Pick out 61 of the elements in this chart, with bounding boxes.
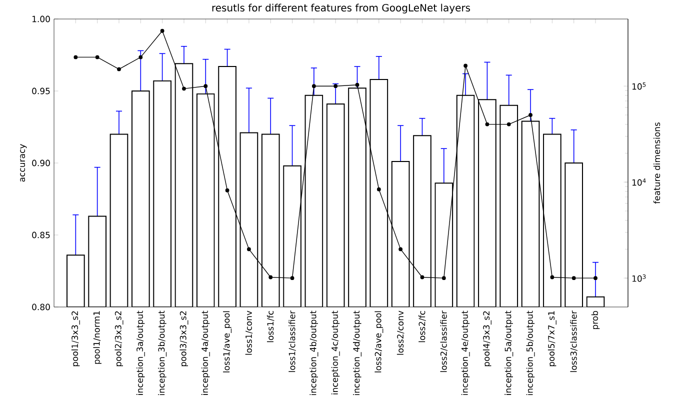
y-tick-label: 0.80 bbox=[32, 304, 50, 310]
point bbox=[442, 276, 446, 280]
y2-axis-title: feature dimensions bbox=[653, 122, 660, 204]
y-tick-label: 0.90 bbox=[32, 160, 50, 166]
x-tick-label: pool2/3x3_s2 bbox=[114, 311, 124, 366]
x-tick-label: pool4/3x3_s2 bbox=[482, 311, 492, 366]
x-tick-label: pool1/3x3_s2 bbox=[71, 311, 80, 366]
x-tick-label: inception_3b/output bbox=[158, 310, 167, 395]
x-tick-label: inception_5b/output bbox=[526, 310, 535, 395]
x-tick-label: loss3/classifier bbox=[570, 310, 578, 372]
x-tick-label: inception_4e/output bbox=[461, 310, 470, 395]
point bbox=[74, 55, 78, 60]
x-tick-label: pool1/norm1 bbox=[93, 311, 102, 364]
point bbox=[506, 122, 511, 126]
point bbox=[420, 275, 424, 280]
x-tick-label: loss2/ave_pool bbox=[374, 311, 384, 372]
point bbox=[138, 55, 143, 60]
chart-title: resutls for different features from GoogLeNet layers bbox=[212, 4, 470, 14]
point bbox=[355, 82, 360, 87]
y2-tick-label: 10$^{3}$ bbox=[632, 274, 646, 282]
x-tick-label: loss2/fc bbox=[418, 311, 426, 342]
point bbox=[95, 55, 100, 60]
point bbox=[572, 276, 576, 280]
x-tick-label: loss1/conv bbox=[245, 310, 253, 355]
x-tick-label: inception_5a/output bbox=[504, 310, 514, 395]
point bbox=[160, 28, 164, 33]
y-tick-label: 0.85 bbox=[32, 232, 50, 238]
x-tick-label: inception_4a/output bbox=[201, 310, 210, 395]
point bbox=[594, 276, 598, 280]
point bbox=[268, 275, 273, 280]
y2-tick-label: 10$^{5}$ bbox=[632, 82, 646, 90]
x-tick-label: inception_3a/output bbox=[136, 310, 145, 395]
x-tick-label: inception_4d/output bbox=[353, 310, 362, 395]
x-tick-label: loss1/classifier bbox=[288, 310, 296, 372]
y-tick-label: 1.00 bbox=[32, 16, 50, 22]
point bbox=[290, 276, 294, 280]
y-tick-label: 0.95 bbox=[32, 88, 50, 94]
point bbox=[312, 84, 316, 88]
point bbox=[485, 122, 490, 126]
point bbox=[225, 188, 230, 192]
x-tick-label: inception_4b/output bbox=[310, 310, 318, 395]
point bbox=[376, 187, 381, 192]
point bbox=[117, 67, 121, 72]
x-tick-label: pool3/3x3_s2 bbox=[180, 311, 188, 366]
point bbox=[334, 84, 338, 88]
point bbox=[550, 275, 554, 280]
y-axis-title: accuracy bbox=[20, 144, 27, 182]
x-tick-label: loss1/ave_pool bbox=[223, 311, 232, 372]
x-tick-label: pool5/7x7_s1 bbox=[548, 311, 556, 366]
point bbox=[204, 84, 208, 88]
point bbox=[247, 247, 251, 252]
x-tick-label: loss1/fc bbox=[266, 311, 274, 342]
x-tick-label: inception_4c/output bbox=[331, 310, 340, 394]
point bbox=[398, 247, 403, 252]
point bbox=[528, 113, 532, 117]
y2-tick-label: 10$^{4}$ bbox=[632, 178, 646, 186]
x-tick-label: prob bbox=[591, 310, 600, 330]
point bbox=[464, 64, 468, 68]
x-tick-label: loss2/classifier bbox=[440, 310, 448, 372]
point bbox=[182, 86, 186, 91]
x-tick-label: loss2/conv bbox=[396, 310, 404, 355]
